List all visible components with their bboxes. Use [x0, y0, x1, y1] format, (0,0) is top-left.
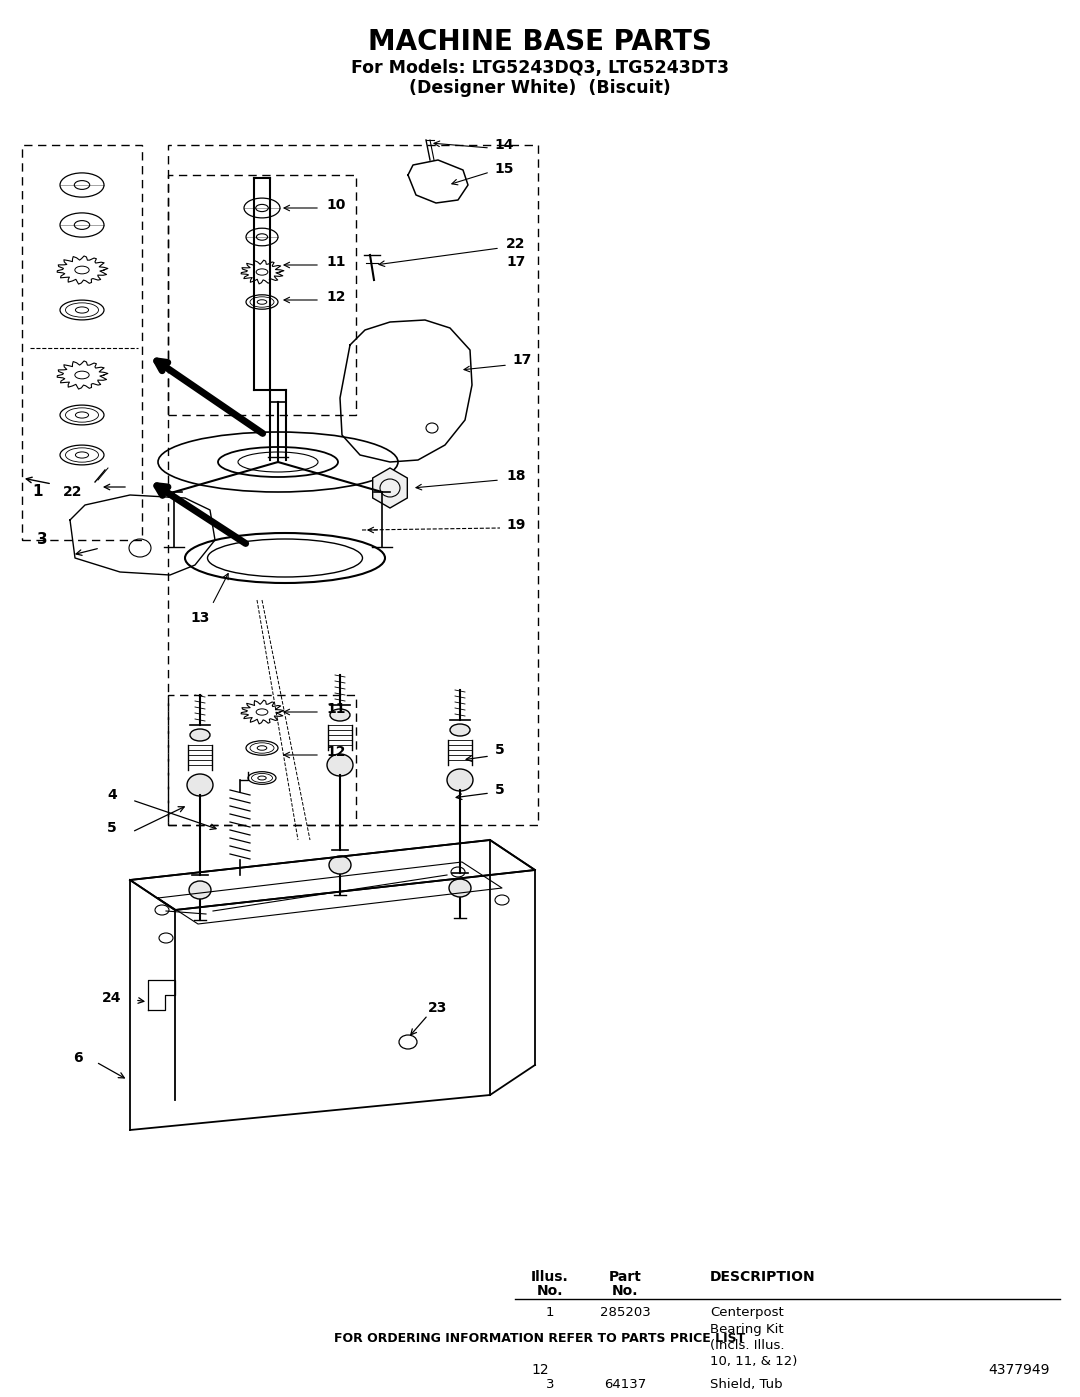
Text: 10: 10 [326, 198, 346, 212]
Text: Centerpost
Bearing Kit
(Incls. Illus.
10, 11, & 12): Centerpost Bearing Kit (Incls. Illus. 10… [710, 1306, 797, 1369]
Ellipse shape [327, 754, 353, 775]
Text: 22: 22 [507, 237, 526, 251]
Ellipse shape [447, 768, 473, 791]
Text: 1: 1 [32, 485, 43, 500]
Text: DESCRIPTION: DESCRIPTION [710, 1270, 815, 1284]
Text: 4377949: 4377949 [988, 1363, 1050, 1377]
Text: 22: 22 [64, 485, 83, 499]
Text: 285203: 285203 [599, 1306, 650, 1319]
Text: Part: Part [608, 1270, 642, 1284]
Text: No.: No. [537, 1284, 564, 1298]
Text: 3: 3 [37, 532, 48, 548]
Ellipse shape [187, 774, 213, 796]
Bar [168, 145, 538, 826]
Text: 11: 11 [326, 256, 346, 270]
Text: 13: 13 [190, 610, 210, 624]
Text: 15: 15 [494, 162, 513, 176]
Text: 64137: 64137 [604, 1377, 646, 1391]
Text: 3: 3 [545, 1377, 554, 1391]
Text: 4: 4 [107, 788, 117, 802]
Text: MACHINE BASE PARTS: MACHINE BASE PARTS [368, 28, 712, 56]
Text: 14: 14 [494, 138, 513, 152]
Text: 17: 17 [512, 353, 531, 367]
Text: For Models: LTG5243DQ3, LTG5243DT3: For Models: LTG5243DQ3, LTG5243DT3 [351, 59, 729, 77]
Bar [22, 145, 141, 541]
Text: 12: 12 [326, 291, 346, 305]
Text: Shield, Tub: Shield, Tub [710, 1377, 783, 1391]
Ellipse shape [330, 710, 350, 721]
Text: 23: 23 [429, 1002, 448, 1016]
Text: 1: 1 [545, 1306, 554, 1319]
Ellipse shape [189, 882, 211, 900]
Text: 24: 24 [103, 990, 122, 1004]
Text: 6: 6 [73, 1051, 83, 1065]
Text: 5: 5 [495, 743, 504, 757]
Text: 5: 5 [495, 782, 504, 798]
Ellipse shape [449, 879, 471, 897]
Ellipse shape [190, 729, 210, 740]
Ellipse shape [329, 856, 351, 875]
Bar [168, 694, 356, 826]
Text: 17: 17 [507, 256, 525, 270]
Text: 5: 5 [107, 821, 117, 835]
Text: No.: No. [611, 1284, 638, 1298]
Text: 12: 12 [531, 1363, 549, 1377]
Text: 11: 11 [326, 703, 346, 717]
Text: 12: 12 [326, 745, 346, 759]
Bar [168, 175, 356, 415]
Text: Illus.: Illus. [531, 1270, 569, 1284]
Text: 18: 18 [507, 469, 526, 483]
Text: FOR ORDERING INFORMATION REFER TO PARTS PRICE LIST: FOR ORDERING INFORMATION REFER TO PARTS … [335, 1331, 745, 1344]
Ellipse shape [450, 724, 470, 736]
Text: (Designer White)  (Biscuit): (Designer White) (Biscuit) [409, 80, 671, 96]
Text: 19: 19 [507, 518, 525, 532]
